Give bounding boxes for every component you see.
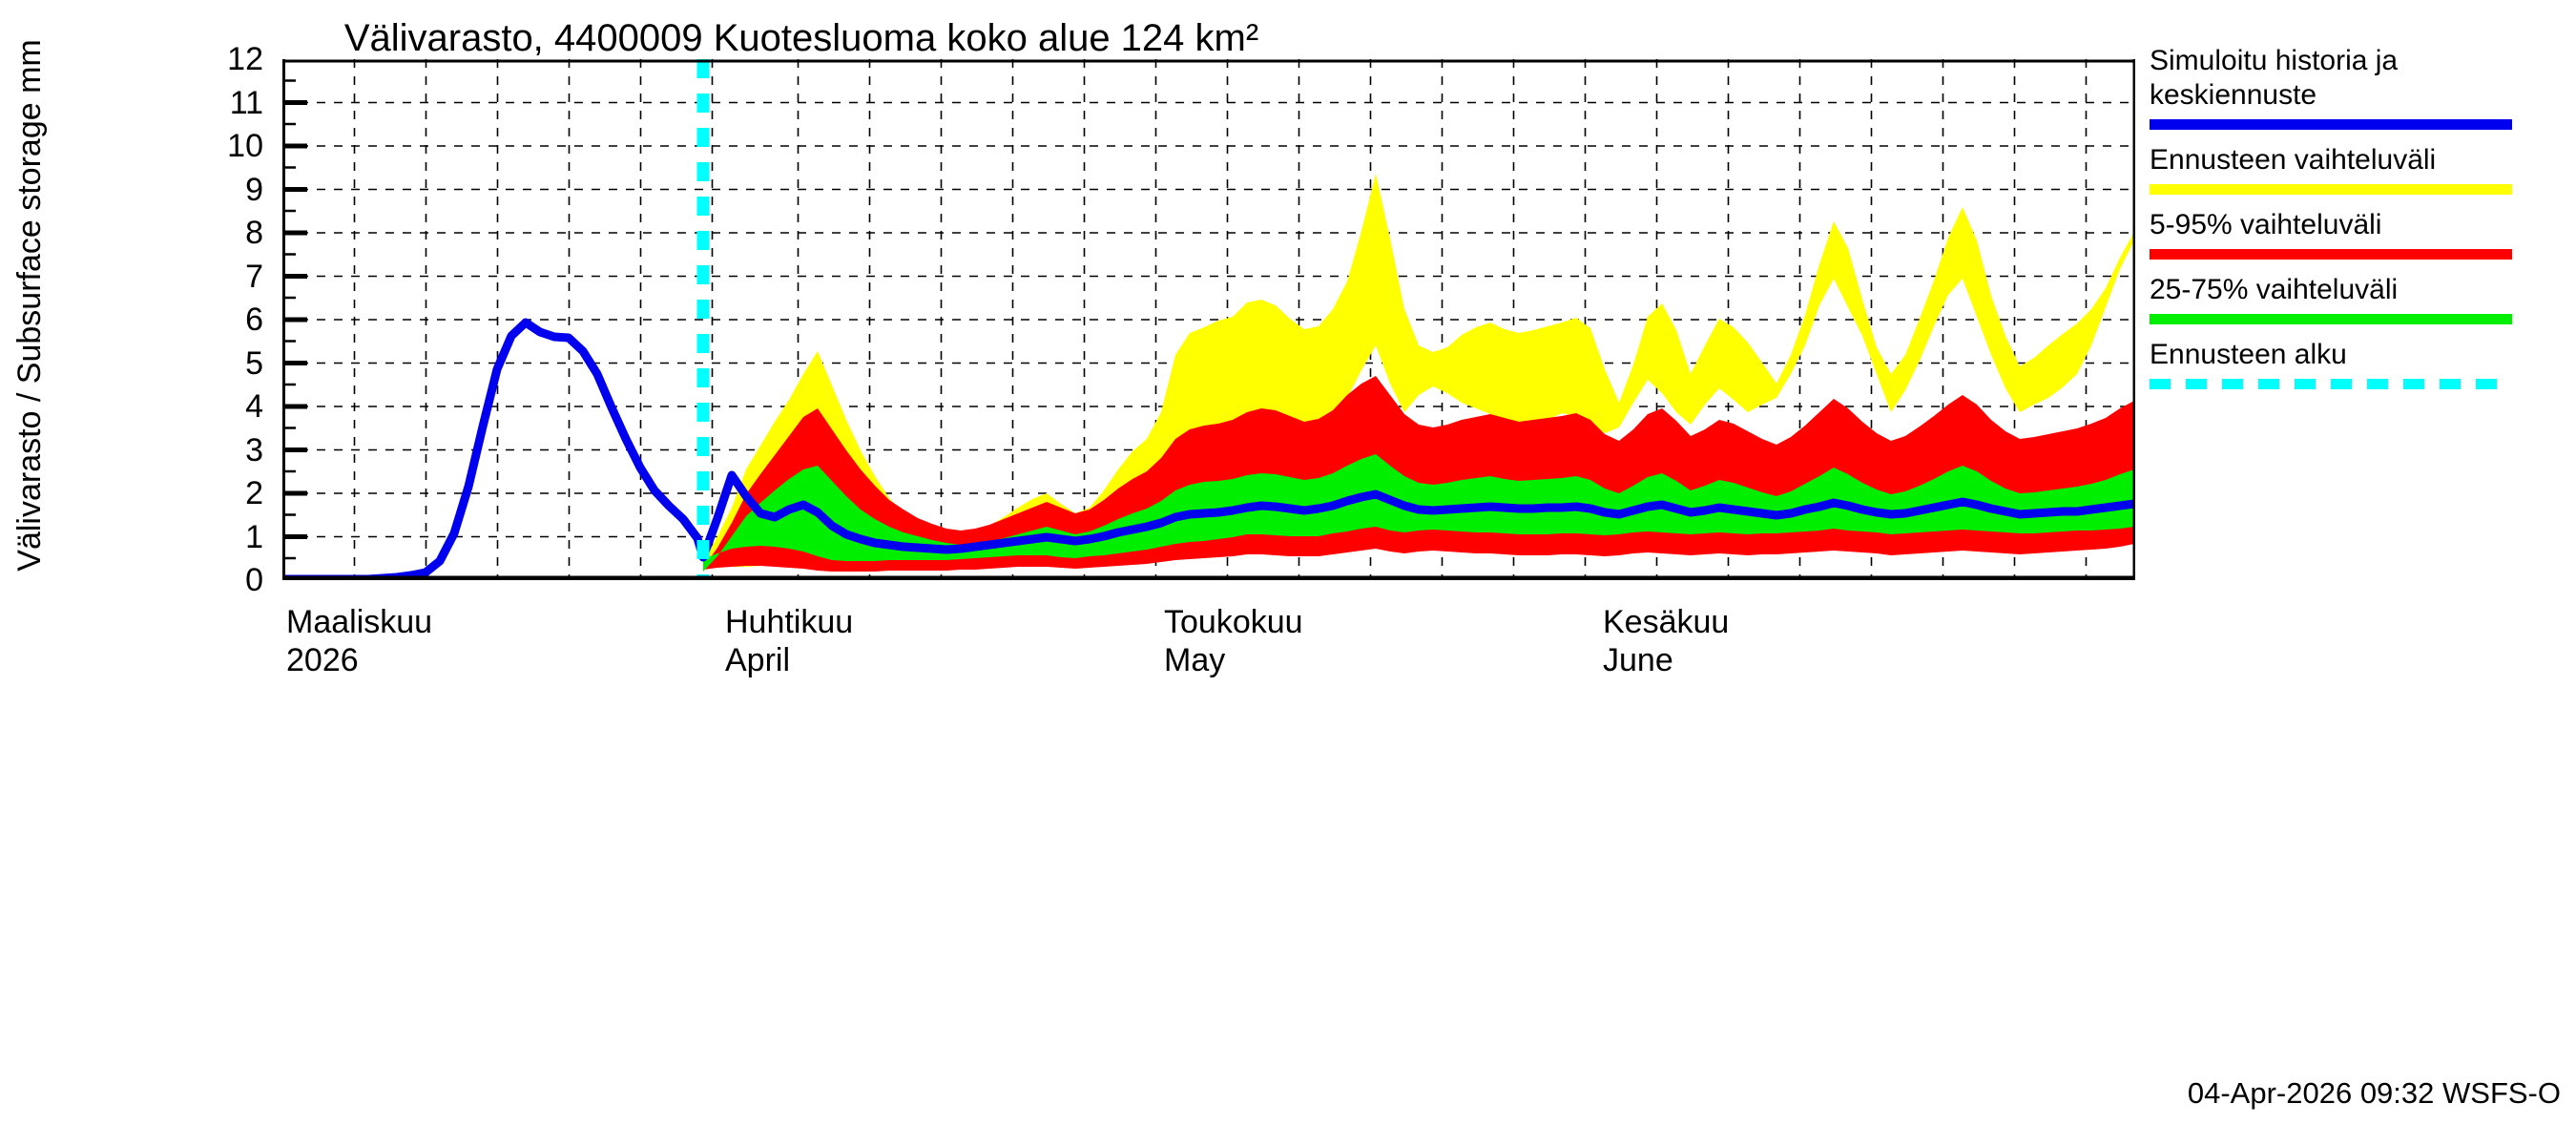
legend-label: Simuloitu historia ja keskiennuste [2150, 45, 2399, 111]
legend-label: Ennusteen vaihteluväli [2150, 144, 2437, 176]
legend-swatch-red [2150, 249, 2512, 260]
band-full-range [703, 174, 2134, 567]
y-tick-label: 1 [245, 519, 263, 555]
x-axis-month-label: Maaliskuu 2026 [286, 603, 432, 679]
y-tick-label: 0 [245, 562, 263, 598]
x-month-fi: Maaliskuu [286, 604, 433, 640]
y-tick-label: 8 [245, 215, 263, 251]
x-axis-month-label: Huhtikuu April [725, 603, 853, 679]
y-axis-ticks [282, 79, 307, 560]
y-axis-label: Välivarasto / Subsurface storage mm [11, 39, 48, 572]
legend-entry-5-95: 5-95% vaihteluväli [2150, 208, 2569, 260]
x-month-en: May [1164, 642, 1226, 678]
y-tick-label: 3 [245, 432, 263, 468]
x-axis-month-label: Toukokuu May [1164, 603, 1303, 679]
legend-swatch-yellow [2150, 184, 2512, 195]
legend-label: Ennusteen alku [2150, 339, 2347, 370]
timestamp-footer: 04-Apr-2026 09:32 WSFS-O [2187, 1076, 2561, 1110]
y-tick-label: 6 [245, 302, 263, 338]
history-mean-line [282, 318, 2135, 580]
y-tick-label: 4 [245, 388, 263, 425]
legend-swatch-blue [2150, 119, 2512, 130]
x-month-en: June [1603, 642, 1673, 678]
x-axis-month-label: Kesäkuu June [1603, 603, 1729, 679]
x-month-fi: Huhtikuu [725, 604, 854, 640]
y-tick-label: 2 [245, 475, 263, 511]
legend-entry-forecast-start: Ennusteen alku [2150, 338, 2569, 389]
y-tick-label: 9 [245, 172, 263, 208]
y-tick-label: 10 [227, 128, 263, 164]
y-tick-label: 5 [245, 345, 263, 382]
legend-label: 25-75% vaihteluväli [2150, 274, 2399, 305]
y-tick-label: 12 [227, 41, 263, 77]
x-month-en: 2026 [286, 642, 359, 678]
page-title: Välivarasto, 4400009 Kuotesluoma koko al… [343, 17, 1259, 59]
x-month-en: April [725, 642, 791, 678]
legend: Simuloitu historia ja keskiennuste Ennus… [2150, 44, 2569, 403]
legend-entry-simulated-history: Simuloitu historia ja keskiennuste [2150, 44, 2569, 130]
legend-entry-forecast-range: Ennusteen vaihteluväli [2150, 143, 2569, 195]
y-tick-label: 7 [245, 259, 263, 295]
y-tick-label: 11 [229, 85, 263, 121]
plot-area [282, 59, 2135, 580]
legend-entry-25-75: 25-75% vaihteluväli [2150, 273, 2569, 324]
legend-label: 5-95% vaihteluväli [2150, 209, 2382, 240]
x-month-fi: Toukokuu [1164, 604, 1303, 640]
legend-swatch-cyan-dashed [2150, 379, 2512, 389]
x-month-fi: Kesäkuu [1603, 604, 1730, 640]
legend-swatch-green [2150, 314, 2512, 324]
